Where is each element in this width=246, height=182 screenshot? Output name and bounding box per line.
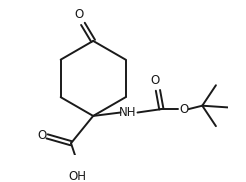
Text: O: O bbox=[37, 129, 47, 142]
Text: O: O bbox=[179, 103, 188, 116]
Text: OH: OH bbox=[69, 171, 87, 182]
Text: O: O bbox=[150, 74, 159, 87]
Text: O: O bbox=[74, 8, 83, 21]
Text: NH: NH bbox=[119, 106, 137, 119]
